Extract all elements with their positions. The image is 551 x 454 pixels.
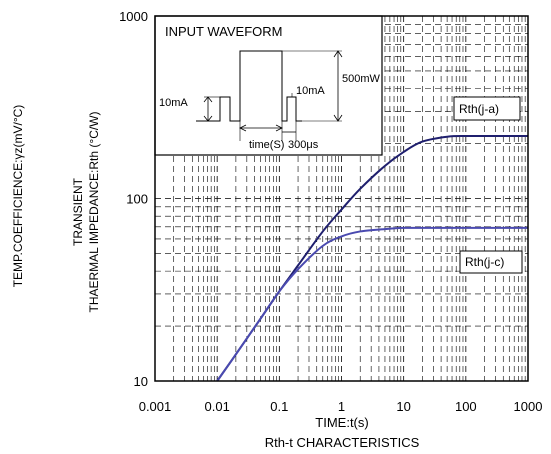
chart-title: Rth-t CHARACTERISTICS bbox=[265, 435, 420, 450]
inset-label-time: time(S) bbox=[249, 139, 284, 151]
y-tick-label: 100 bbox=[126, 192, 148, 207]
x-tick-label: 0.001 bbox=[139, 399, 172, 414]
waveform-trace bbox=[196, 50, 302, 122]
legend-rth-jc-label: Rth(j-c) bbox=[465, 255, 504, 269]
y-tick-label: 1000 bbox=[119, 9, 148, 24]
legend-rth-ja-label: Rth(j-a) bbox=[459, 102, 499, 116]
series-line-rth-jc bbox=[216, 226, 528, 382]
y-tick-label: 10 bbox=[134, 374, 148, 389]
inset-title: INPUT WAVEFORM bbox=[165, 24, 282, 39]
x-tick-label: 0.1 bbox=[270, 399, 288, 414]
inset-label-500mw: 500mW bbox=[342, 73, 381, 85]
inset-label-10ma-right: 10mA bbox=[296, 85, 325, 97]
plot-frame bbox=[154, 15, 529, 382]
y-axis-label-left: TEMP.COEFFICIENCE:γz(mV/°C) bbox=[11, 105, 25, 288]
legend-rth-ja: Rth(j-a) bbox=[453, 96, 521, 121]
inset-label-interval: 300μs bbox=[288, 139, 319, 151]
x-tick-label: 1 bbox=[338, 399, 345, 414]
inset-label-10ma-left: 10mA bbox=[159, 97, 188, 109]
y-axis-label-line1: TRANSIENT bbox=[71, 177, 85, 246]
x-axis-label: TIME:t(s) bbox=[315, 415, 368, 430]
x-tick-label: 100 bbox=[455, 399, 477, 414]
input-waveform-inset: INPUT WAVEFORM 10mA 10mA 500mW time(S) 3… bbox=[154, 15, 383, 156]
legend-rth-jc: Rth(j-c) bbox=[459, 250, 523, 274]
x-tick-label: 0.01 bbox=[205, 399, 230, 414]
y-axis-label-line2: THAERMAL IMPEDANCE:Rth (°C/W) bbox=[87, 111, 101, 312]
x-tick-label: 1000 bbox=[514, 399, 543, 414]
tick-labels: 0.001 0.01 0.1 1 10 100 1000 10 100 1000 bbox=[119, 9, 542, 414]
x-tick-label: 10 bbox=[396, 399, 410, 414]
series-layer bbox=[216, 134, 528, 382]
